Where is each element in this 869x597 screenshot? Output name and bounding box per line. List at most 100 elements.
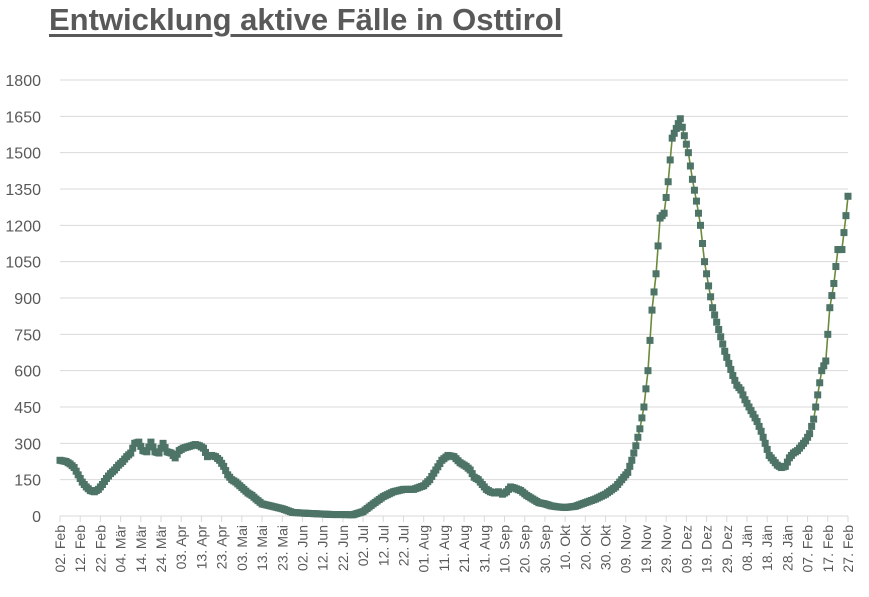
data-point-marker [222, 467, 230, 475]
data-point-marker [652, 270, 660, 278]
data-point-marker [703, 270, 711, 278]
data-point-marker [157, 444, 165, 452]
data-point-marker [199, 444, 207, 452]
data-point-marker [826, 304, 834, 312]
data-point-marker [741, 396, 749, 404]
data-point-marker [711, 311, 719, 319]
data-point-marker [745, 403, 753, 411]
data-point-marker [781, 462, 789, 470]
data-point-marker [630, 449, 638, 457]
x-tick-label: 11. Aug [436, 525, 452, 571]
data-point-marker [709, 304, 717, 312]
x-tick-label: 31. Aug [476, 525, 492, 573]
x-tick-label: 30. Sep [537, 525, 553, 573]
data-point-marker [662, 193, 670, 201]
data-point-marker [723, 353, 731, 361]
data-point-marker [149, 443, 157, 451]
x-tick-label: 19. Dez [699, 525, 715, 573]
data-point-marker [173, 450, 181, 458]
x-tick-label: 03. Apr [173, 525, 189, 570]
data-point-marker [634, 433, 642, 441]
data-point-marker [642, 385, 650, 393]
x-tick-label: 02. Feb [52, 525, 68, 573]
data-point-marker [137, 442, 145, 450]
x-tick-label: 04. Mär [113, 525, 129, 573]
data-point-marker [129, 444, 137, 452]
data-point-marker [731, 376, 739, 384]
y-tick-label: 1200 [5, 218, 41, 235]
data-point-marker [145, 443, 153, 451]
data-point-marker [684, 149, 692, 157]
y-tick-label: 1050 [5, 255, 41, 272]
data-point-marker [646, 336, 654, 344]
y-tick-label: 1800 [5, 73, 41, 90]
y-tick-label: 1350 [5, 182, 41, 199]
x-tick-label: 21. Aug [456, 525, 472, 573]
data-point-marker [694, 209, 702, 217]
x-tick-label: 20. Okt [577, 525, 593, 570]
data-point-marker [743, 399, 751, 407]
data-point-marker [751, 414, 759, 422]
data-point-marker [705, 282, 713, 290]
data-point-marker [832, 263, 840, 271]
x-tick-label: 29. Dez [719, 525, 735, 573]
y-tick-label: 1650 [5, 109, 41, 126]
data-point-marker [739, 391, 747, 399]
data-point-marker [636, 425, 644, 433]
data-point-marker [660, 209, 668, 217]
data-point-marker [727, 365, 735, 373]
x-tick-label: 18. Jän [759, 525, 775, 571]
x-tick-label: 30. Okt [598, 525, 614, 570]
data-point-marker [159, 439, 167, 447]
data-point-marker [810, 415, 818, 423]
data-point-marker [682, 140, 690, 148]
data-point-marker [814, 391, 822, 399]
data-point-marker [466, 466, 474, 474]
data-point-marker [468, 470, 476, 478]
data-point-marker [624, 468, 632, 476]
data-point-marker [699, 240, 707, 247]
data-point-marker [804, 433, 812, 441]
data-point-marker [701, 258, 709, 266]
data-point-marker [127, 449, 135, 457]
x-tick-label: 12. Jul [375, 525, 391, 566]
y-tick-label: 450 [14, 400, 41, 417]
data-point-marker [72, 467, 80, 475]
data-point-marker [654, 242, 662, 250]
x-tick-label: 02. Jun [294, 525, 310, 571]
x-tick-label: 23. Apr [214, 525, 230, 570]
y-tick-label: 150 [14, 473, 41, 490]
data-point-marker [715, 325, 723, 333]
x-tick-label: 02. Jul [355, 525, 371, 566]
data-point-marker [632, 442, 640, 450]
x-axis: 02. Feb 12. Feb 22. Feb 04. Mär 14. Mär 24. M… [52, 516, 856, 573]
data-point-marker [638, 414, 646, 422]
data-point-marker [822, 357, 830, 365]
data-point-marker [725, 359, 733, 367]
data-point-marker [676, 115, 684, 123]
x-tick-label: 03. Mai [234, 525, 250, 571]
data-point-marker [201, 448, 209, 456]
data-point-marker [820, 362, 828, 370]
data-point-marker [672, 124, 680, 132]
data-point-marker [155, 449, 163, 457]
data-point-marker [74, 471, 82, 479]
data-point-marker [816, 379, 824, 387]
data-point-marker [674, 120, 682, 128]
x-tick-label: 13. Apr [193, 525, 209, 570]
data-point-marker [697, 221, 705, 229]
data-point-marker [719, 340, 727, 348]
data-point-marker [753, 418, 761, 426]
x-tick-label: 12. Jun [315, 525, 331, 571]
y-tick-label: 0 [32, 509, 41, 526]
data-point-marker [755, 422, 763, 430]
chart-title: Entwicklung aktive Fälle in Osttirol [49, 2, 563, 37]
data-point-marker [761, 439, 769, 447]
data-point-marker [737, 386, 745, 394]
y-tick-label: 300 [14, 436, 41, 453]
data-point-marker [707, 293, 715, 301]
data-point-marker [688, 175, 696, 183]
data-point-marker [70, 464, 78, 472]
x-tick-label: 22. Jun [335, 525, 351, 571]
